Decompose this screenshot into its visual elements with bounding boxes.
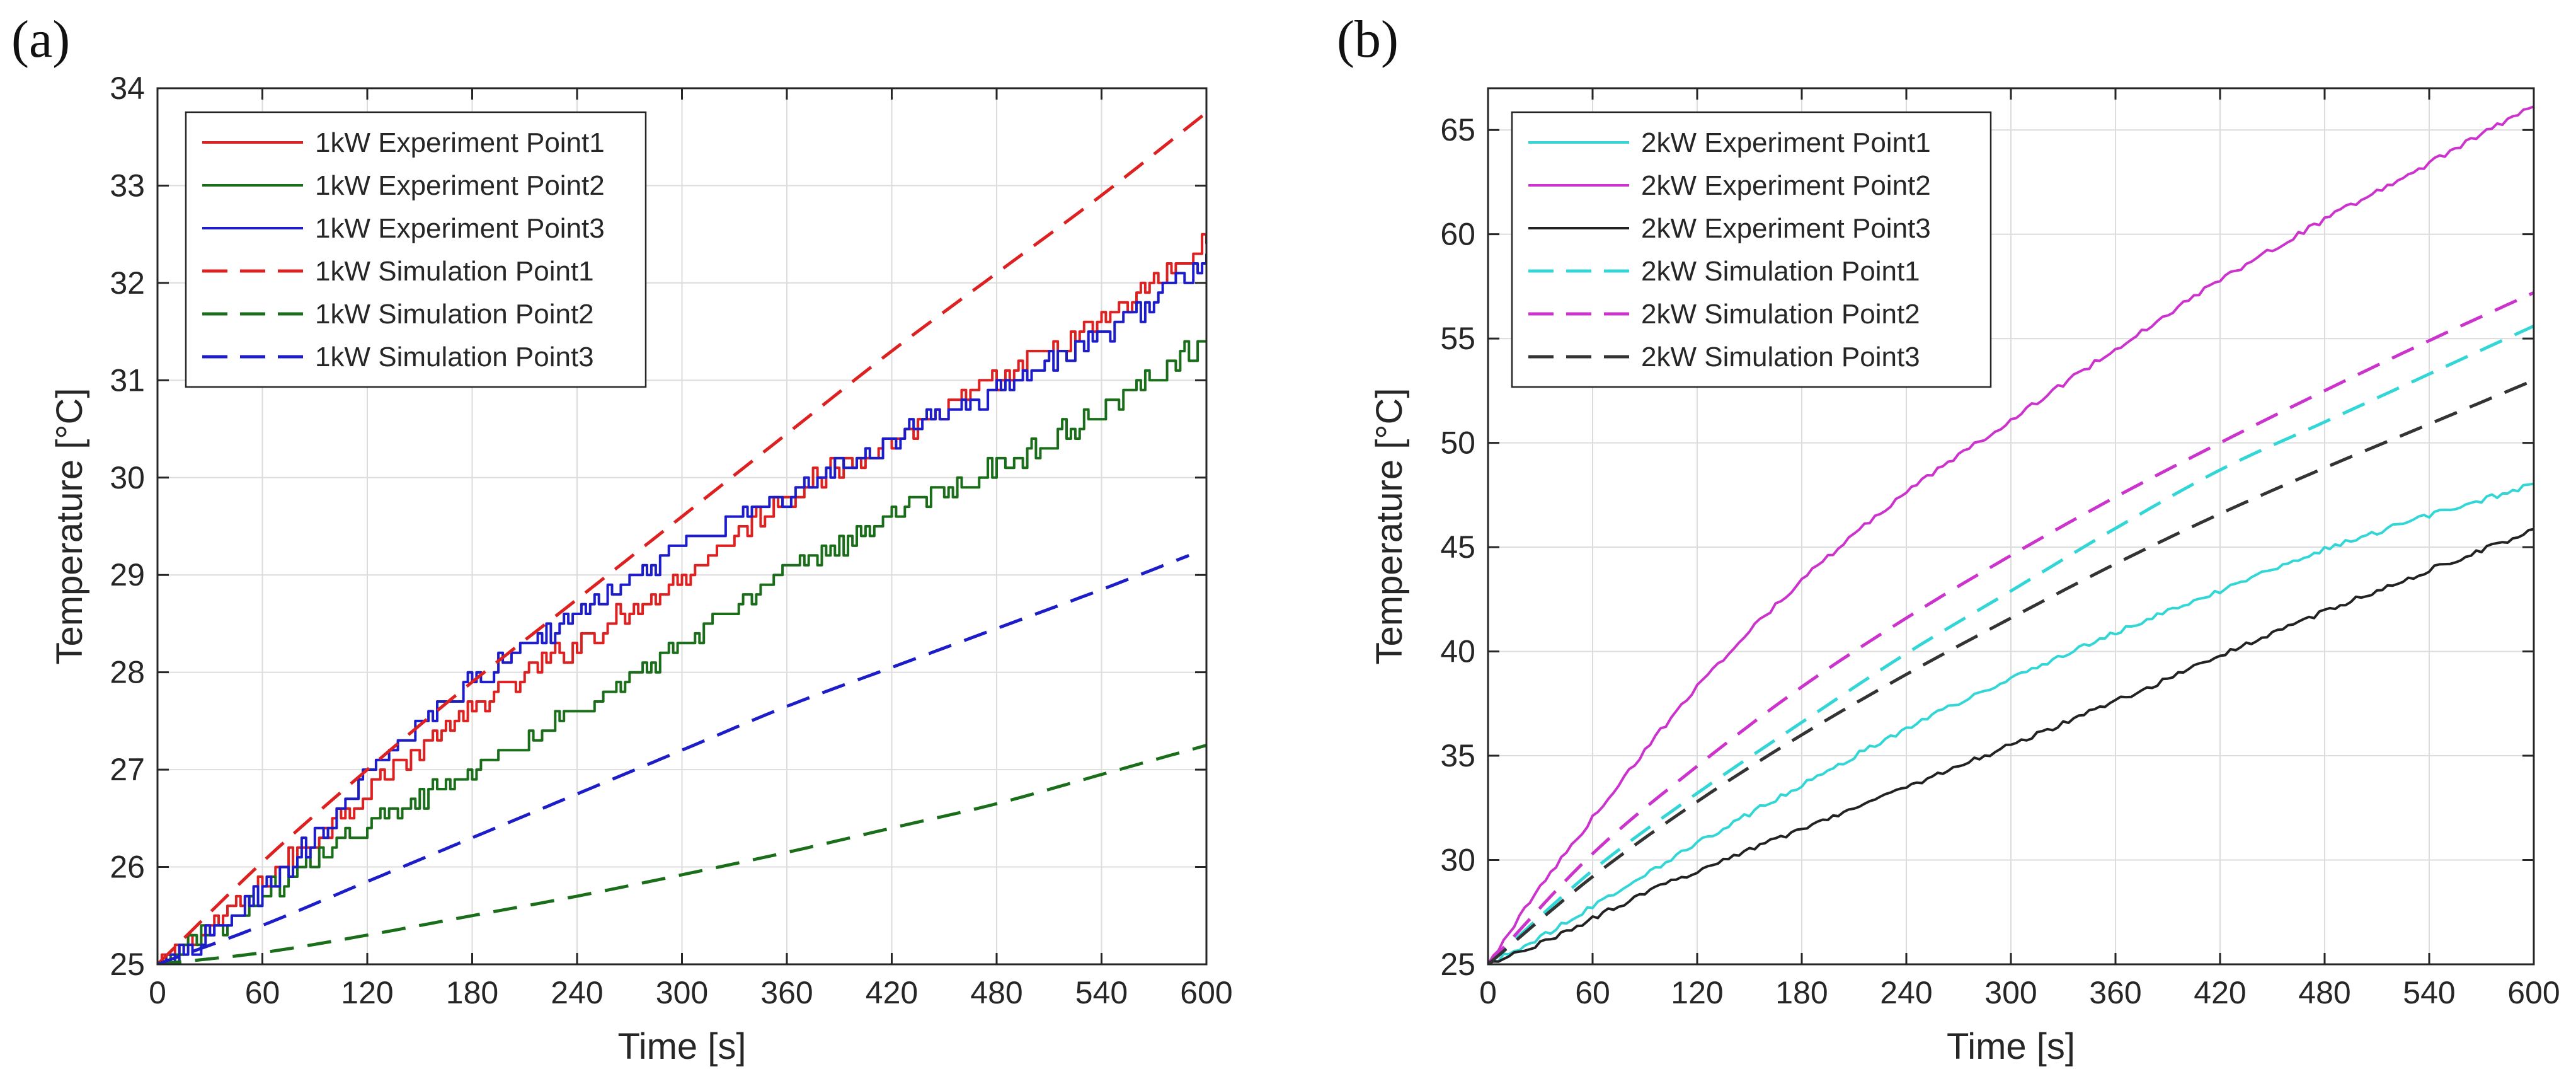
x-tick-label: 180 <box>1775 975 1828 1010</box>
legend-item: 1kW Simulation Point3 <box>202 342 594 372</box>
series-line <box>157 233 1206 964</box>
legend: 2kW Experiment Point1 2kW Experiment Poin… <box>1511 111 1992 388</box>
legend-label: 2kW Experiment Point2 <box>1641 170 1931 201</box>
y-tick-label: 32 <box>110 265 145 301</box>
legend-label: 2kW Simulation Point1 <box>1641 256 1920 287</box>
series-line <box>157 553 1190 964</box>
y-tick-label: 60 <box>1440 217 1475 252</box>
y-tick-label: 35 <box>1440 738 1475 773</box>
x-tick-label: 480 <box>970 975 1022 1010</box>
legend-item: 2kW Simulation Point2 <box>1528 299 1920 330</box>
legend-item: 1kW Experiment Point3 <box>202 213 605 244</box>
x-tick-label: 300 <box>656 975 708 1010</box>
x-tick-label: 420 <box>866 975 918 1010</box>
legend-box <box>185 111 647 388</box>
x-tick-label: 540 <box>1075 975 1128 1010</box>
series-group <box>1488 105 2534 964</box>
series-line <box>157 744 1206 964</box>
legend-label: 1kW Simulation Point2 <box>315 299 594 330</box>
legend-label: 2kW Experiment Point3 <box>1641 213 1931 244</box>
x-tick-label: 600 <box>2507 975 2560 1010</box>
x-tick-label: 60 <box>1575 975 1610 1010</box>
legend-item: 2kW Experiment Point1 <box>1528 127 1931 158</box>
x-tick-label: 420 <box>2194 975 2246 1010</box>
x-tick-label: 360 <box>2089 975 2141 1010</box>
legend-item: 2kW Simulation Point1 <box>1528 256 1920 287</box>
series-line <box>157 340 1206 964</box>
series-line <box>1488 482 2534 964</box>
y-tick-label: 65 <box>1440 112 1475 147</box>
y-tick-label: 31 <box>110 362 145 398</box>
legend-label: 2kW Simulation Point3 <box>1641 342 1920 372</box>
legend-label: 1kW Experiment Point3 <box>315 213 605 244</box>
x-axis-label: Time [s] <box>1947 1026 2075 1067</box>
y-axis-label: Temperature [°C] <box>49 388 90 664</box>
y-tick-label: 34 <box>110 71 145 106</box>
series-line <box>1488 291 2534 964</box>
series-group <box>157 111 1206 964</box>
series-line <box>1488 325 2534 964</box>
legend-box <box>1511 111 1992 388</box>
y-tick-label: 30 <box>1440 843 1475 878</box>
x-tick-label: 300 <box>1984 975 2037 1010</box>
x-tick-label: 0 <box>149 975 166 1010</box>
legend-label: 1kW Experiment Point2 <box>315 170 605 201</box>
x-tick-label: 180 <box>446 975 498 1010</box>
series-line <box>1488 105 2534 964</box>
y-tick-label: 25 <box>1440 947 1475 982</box>
legend-item: 2kW Experiment Point2 <box>1528 170 1931 201</box>
y-tick-label: 33 <box>110 168 145 203</box>
legend-label: 1kW Simulation Point1 <box>315 256 594 287</box>
x-tick-label: 60 <box>245 975 280 1010</box>
legend-label: 2kW Experiment Point1 <box>1641 127 1931 158</box>
x-tick-label: 600 <box>1180 975 1232 1010</box>
chart-panel-a: (a) 0 60 120 180 240 300 360 420 480 540 600 25 26 27 2… <box>11 10 1233 1067</box>
x-tick-label: 120 <box>1671 975 1723 1010</box>
x-tick-label: 360 <box>760 975 813 1010</box>
legend-item: 1kW Simulation Point2 <box>202 299 594 330</box>
y-tick-label: 29 <box>110 557 145 592</box>
y-tick-label: 25 <box>110 947 145 982</box>
legend-item: 2kW Experiment Point3 <box>1528 213 1931 244</box>
y-tick-label: 45 <box>1440 529 1475 565</box>
x-tick-label: 240 <box>551 975 603 1010</box>
y-tick-label: 30 <box>110 460 145 495</box>
y-tick-label: 40 <box>1440 634 1475 669</box>
y-tick-label: 50 <box>1440 425 1475 461</box>
x-axis-label: Time [s] <box>617 1026 746 1067</box>
x-tick-label: 240 <box>1880 975 1932 1010</box>
x-tick-label: 120 <box>341 975 393 1010</box>
y-tick-label: 26 <box>110 850 145 885</box>
y-tick-label: 28 <box>110 655 145 690</box>
x-tick-label: 540 <box>2403 975 2455 1010</box>
x-tick-label: 480 <box>2298 975 2350 1010</box>
legend-item: 1kW Experiment Point1 <box>202 127 605 158</box>
legend-label: 1kW Simulation Point3 <box>315 342 594 372</box>
x-tick-label: 0 <box>1479 975 1497 1010</box>
y-tick-label: 27 <box>110 752 145 787</box>
panel-label: (b) <box>1337 10 1399 69</box>
series-line <box>157 111 1206 964</box>
legend-label: 2kW Simulation Point2 <box>1641 299 1920 330</box>
chart-panel-b: (b) 0 60 120 180 240 300 360 420 480 540 600 25 30 35 4… <box>1337 10 2560 1067</box>
y-axis-label: Temperature [°C] <box>1369 388 1410 664</box>
y-tick-label: 55 <box>1440 321 1475 356</box>
series-line <box>157 253 1206 964</box>
legend-label: 1kW Experiment Point1 <box>315 127 605 158</box>
series-line <box>1488 528 2534 964</box>
legend-item: 1kW Simulation Point1 <box>202 256 594 287</box>
panel-label: (a) <box>11 10 70 69</box>
legend-item: 1kW Experiment Point2 <box>202 170 605 201</box>
legend: 1kW Experiment Point1 1kW Experiment Poin… <box>185 111 647 388</box>
legend-item: 2kW Simulation Point3 <box>1528 342 1920 372</box>
